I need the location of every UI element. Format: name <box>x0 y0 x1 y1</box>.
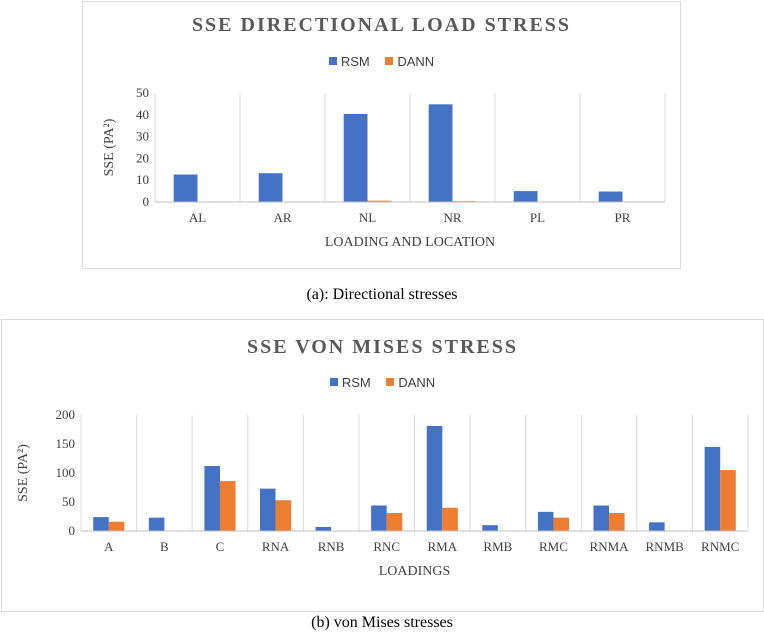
bar-rsm-rna <box>259 488 276 531</box>
x-tick-label: NL <box>359 210 376 225</box>
x-tick-label: RNMB <box>645 539 684 554</box>
chart-title: SSE VON MISES STRESS <box>246 336 518 358</box>
plot-area: 0 50 100 150 200 A B C RNA RNB RNC RMA RMB RMC RNMA RNM… <box>16 407 749 579</box>
legend-label: DANN <box>397 54 435 69</box>
y-tick-label: 20 <box>136 150 149 165</box>
chart-legend: RSM DANN <box>2 375 763 390</box>
y-axis-title: SSE (PA²) <box>102 118 117 176</box>
bar-rsm-rmc <box>537 511 554 531</box>
bar-dann-a <box>108 521 125 531</box>
figure-caption-b: (b) von Mises stresses <box>311 614 453 631</box>
bar-rsm-c <box>204 466 220 531</box>
x-tick-label: PR <box>615 210 631 225</box>
bar-rsm-rnmb <box>649 522 665 531</box>
x-axis-title: LOADING AND LOCATION <box>325 235 495 250</box>
figure-caption-a: (a): Directional stresses <box>306 286 458 303</box>
legend-swatch-dann <box>386 378 395 386</box>
bar-rsm-a <box>93 517 109 531</box>
legend-item-dann: DANN <box>385 54 434 69</box>
bar-rsm-pr <box>598 191 623 202</box>
legend-item-rsm: RSM <box>328 54 370 69</box>
bar-dann-nl <box>367 200 392 202</box>
bar-dann-rnmc <box>720 470 736 531</box>
x-tick-label: AR <box>273 210 291 225</box>
legend-item-rsm: RSM <box>329 375 371 390</box>
bar-rsm-rma <box>426 426 443 531</box>
y-axis-title: SSE (PA²) <box>16 444 31 502</box>
x-tick-label: A <box>104 539 114 554</box>
bar-rsm-ar <box>258 173 283 202</box>
legend-swatch-dann <box>385 57 394 65</box>
bar-rsm-rnmc <box>704 446 721 531</box>
bar-dann-rnc <box>386 513 403 531</box>
y-tick-label: 10 <box>136 172 149 187</box>
x-tick-label: RNMA <box>590 539 630 554</box>
chart-legend: RSM DANN <box>83 54 680 69</box>
bar-rsm-nl <box>343 113 368 202</box>
bar-rsm-al <box>173 174 198 202</box>
directional-stress-chart: SSE DIRECTIONAL LOAD STRESS RSM DANN 0 10… <box>82 1 681 269</box>
x-tick-label: PL <box>530 210 545 225</box>
bar-rsm-b <box>148 517 165 531</box>
legend-swatch-rsm <box>329 378 338 386</box>
y-tick-label: 100 <box>56 465 76 480</box>
y-tick-label: 200 <box>56 407 76 422</box>
bar-dann-rnma <box>609 513 625 531</box>
y-tick-label: 0 <box>69 523 76 538</box>
plot-area: 0 10 20 30 40 50 AL AR NL NR PL PR LOADING AND LOCAT… <box>102 85 666 250</box>
bar-dann-rma <box>442 507 458 531</box>
y-tick-label: 50 <box>62 494 75 509</box>
bar-rsm-rmb <box>482 525 498 531</box>
x-tick-label: B <box>160 539 169 554</box>
chart-title: SSE DIRECTIONAL LOAD STRESS <box>191 14 572 36</box>
x-tick-label: RMA <box>427 539 457 554</box>
bar-rsm-rnma <box>593 505 610 531</box>
bar-rsm-nr <box>428 104 453 202</box>
legend-label: RSM <box>340 54 370 69</box>
y-tick-label: 0 <box>143 194 150 209</box>
bar-rsm-pl <box>513 191 538 202</box>
von-mises-stress-chart: SSE VON MISES STRESS RSM DANN 0 50 100 150 2… <box>1 319 764 612</box>
x-axis-title: LOADINGS <box>379 564 451 579</box>
y-tick-label: 150 <box>56 436 76 451</box>
legend-swatch-rsm <box>328 57 337 65</box>
y-tick-label: 50 <box>136 85 149 100</box>
bar-dann-rmc <box>553 517 570 531</box>
legend-label: DANN <box>398 375 436 390</box>
legend-item-dann: DANN <box>386 375 435 390</box>
x-tick-label: AL <box>189 210 206 225</box>
x-tick-label: RNA <box>262 539 290 554</box>
y-tick-label: 30 <box>136 129 149 144</box>
x-tick-label: RNC <box>373 539 400 554</box>
bar-dann-c <box>219 481 236 531</box>
bar-rsm-rnb <box>315 526 332 531</box>
y-tick-label: 40 <box>136 107 149 122</box>
x-tick-label: RMC <box>539 539 568 554</box>
bar-rsm-rnc <box>371 505 387 531</box>
x-tick-label: RNB <box>318 539 345 554</box>
x-tick-label: RNMC <box>701 539 739 554</box>
bar-dann-rna <box>275 500 292 531</box>
x-tick-label: C <box>216 539 225 554</box>
x-tick-label: NR <box>443 210 461 225</box>
legend-label: RSM <box>341 375 371 390</box>
x-tick-label: RMB <box>483 539 512 554</box>
